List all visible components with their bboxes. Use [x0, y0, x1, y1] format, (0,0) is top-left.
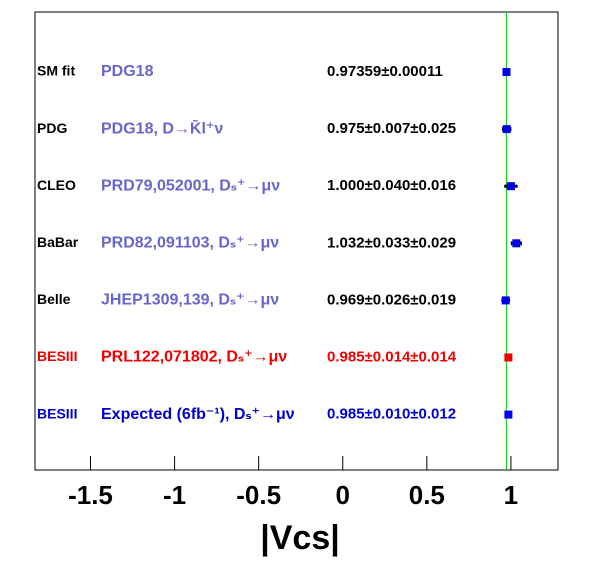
experiment-label: BESIII: [37, 348, 77, 364]
reference-label: PRD79,052001, Dₛ⁺→μν: [101, 177, 280, 194]
point: [501, 296, 510, 305]
experiment-label: BESIII: [37, 405, 77, 421]
point: [504, 353, 513, 362]
x-tick-label: 0: [336, 480, 350, 510]
experiment-label: PDG: [37, 120, 67, 136]
x-tick-label: -0.5: [236, 480, 281, 510]
experiment-label: Belle: [37, 291, 71, 307]
point: [504, 410, 513, 419]
reference-label: PDG18: [101, 63, 154, 80]
value-label: 0.97359±0.00011: [327, 63, 443, 80]
plot-frame: [34, 11, 559, 471]
value-label: 0.985±0.010±0.012: [327, 406, 456, 423]
point: [502, 68, 511, 76]
x-tick-label: 0.5: [409, 480, 445, 510]
value-label: 1.032±0.033±0.029: [327, 234, 456, 251]
x-tick-label: -1: [163, 480, 186, 510]
reference-label: PDG18, D→K̄l⁺ν: [101, 118, 223, 137]
experiment-label: BaBar: [37, 234, 79, 250]
x-tick-label: 1: [504, 480, 518, 510]
reference-label: JHEP1309,139, Dₛ⁺→μν: [101, 292, 279, 309]
reference-label: PRL122,071802, Dₛ⁺→μν: [101, 349, 287, 366]
value-label: 0.985±0.014±0.014: [327, 348, 457, 365]
point: [502, 125, 511, 134]
value-label: 0.975±0.007±0.025: [327, 120, 456, 137]
reference-label: Expected (6fb⁻¹), Dₛ⁺→μν: [101, 406, 295, 423]
x-axis-title: |Vcs|: [260, 519, 340, 557]
x-tick-label: -1.5: [68, 480, 113, 510]
experiment-label: SM fit: [37, 63, 75, 79]
experiment-label: CLEO: [37, 177, 76, 193]
reference-label: PRD82,091103, Dₛ⁺→μν: [101, 235, 279, 252]
value-label: 1.000±0.040±0.016: [327, 177, 456, 194]
point: [506, 182, 515, 191]
point: [512, 239, 521, 248]
value-label: 0.969±0.026±0.019: [327, 291, 456, 308]
